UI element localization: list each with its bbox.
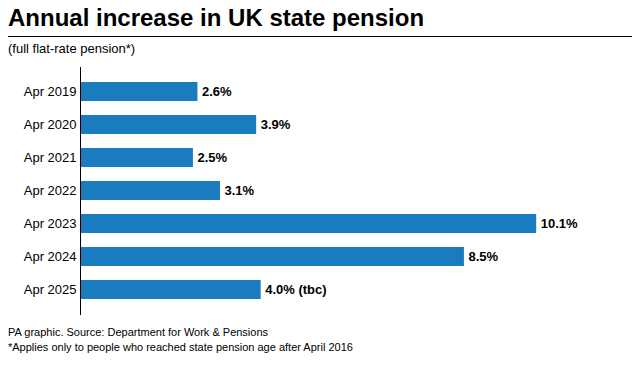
svg-text:Apr 2019: Apr 2019 [24, 84, 77, 99]
html-text:*Applies only to people who re: *Applies only to people who reached stat… [8, 341, 353, 353]
svg-text:2.5%: 2.5% [197, 150, 227, 165]
svg-text:Apr 2022: Apr 2022 [24, 183, 77, 198]
svg-text:Apr 2024: Apr 2024 [24, 249, 77, 264]
svg-text:Apr 2020: Apr 2020 [24, 117, 77, 132]
svg-text:Apr 2023: Apr 2023 [24, 216, 77, 231]
svg-text:4.0% (tbc): 4.0% (tbc) [265, 282, 326, 297]
svg-text:3.9%: 3.9% [261, 117, 291, 132]
svg-text:10.1%: 10.1% [541, 216, 578, 231]
svg-text:Apr 2025: Apr 2025 [24, 282, 77, 297]
html-text:(full flat-rate pension*): (full flat-rate pension*) [8, 41, 136, 56]
svg-text:8.5%: 8.5% [468, 249, 498, 264]
svg-text:2.6%: 2.6% [202, 84, 232, 99]
html-text:PA graphic. Source: Department: PA graphic. Source: Department for Work … [8, 326, 268, 338]
svg-text:3.1%: 3.1% [225, 183, 255, 198]
html-text:Annual increase in UK state pe: Annual increase in UK state pension [8, 4, 425, 31]
svg-text:Apr 2021: Apr 2021 [24, 150, 77, 165]
